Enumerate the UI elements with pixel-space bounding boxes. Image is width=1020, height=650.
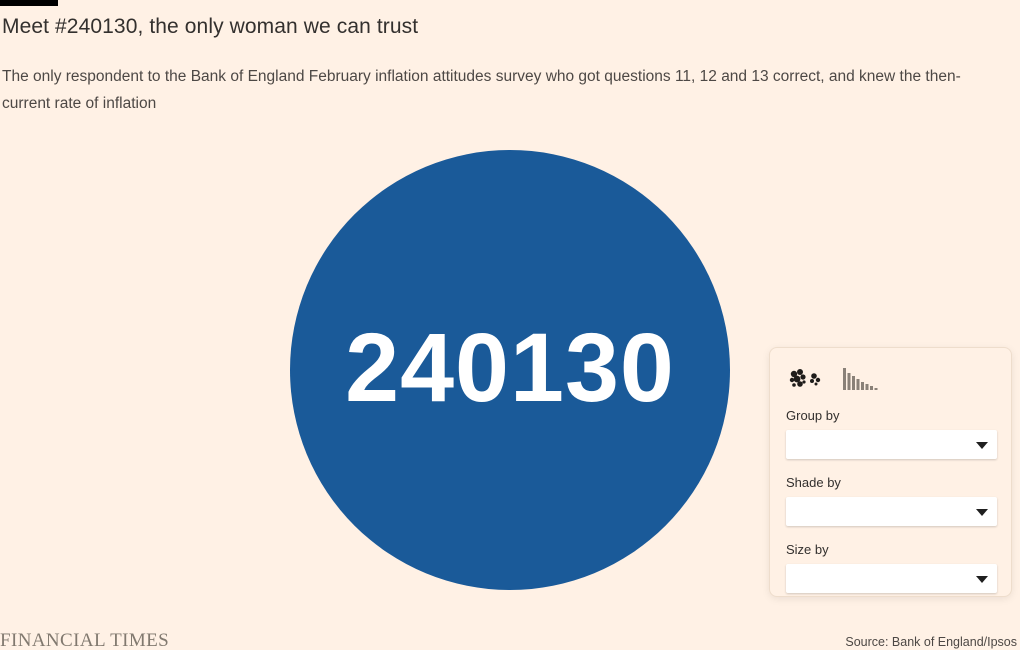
group-by-select[interactable] bbox=[786, 430, 997, 459]
shade-by-select[interactable] bbox=[786, 497, 997, 526]
size-by-select[interactable] bbox=[786, 564, 997, 593]
chevron-down-icon bbox=[976, 509, 988, 516]
view-toggle bbox=[786, 363, 995, 391]
chart-subtitle: The only respondent to the Bank of Engla… bbox=[2, 68, 961, 112]
histogram-icon[interactable] bbox=[842, 365, 884, 391]
financial-times-logo: FINANCIAL TIMES bbox=[0, 630, 170, 650]
respondent-id-label: 240130 bbox=[345, 312, 675, 422]
source-attribution: Source: Bank of England/Ipsos bbox=[845, 635, 1017, 649]
chevron-down-icon bbox=[976, 576, 988, 583]
size-by-label: Size by bbox=[786, 542, 829, 557]
group-by-label: Group by bbox=[786, 408, 840, 423]
controls-panel: Group by Shade by Size by bbox=[769, 347, 1012, 597]
accent-bar bbox=[0, 0, 58, 6]
shade-by-label: Shade by bbox=[786, 475, 841, 490]
chevron-down-icon bbox=[976, 442, 988, 449]
respondent-bubble[interactable]: 240130 bbox=[290, 150, 730, 590]
bubble-cluster-icon[interactable] bbox=[786, 365, 826, 391]
chart-title: Meet #240130, the only woman we can trus… bbox=[2, 15, 419, 38]
